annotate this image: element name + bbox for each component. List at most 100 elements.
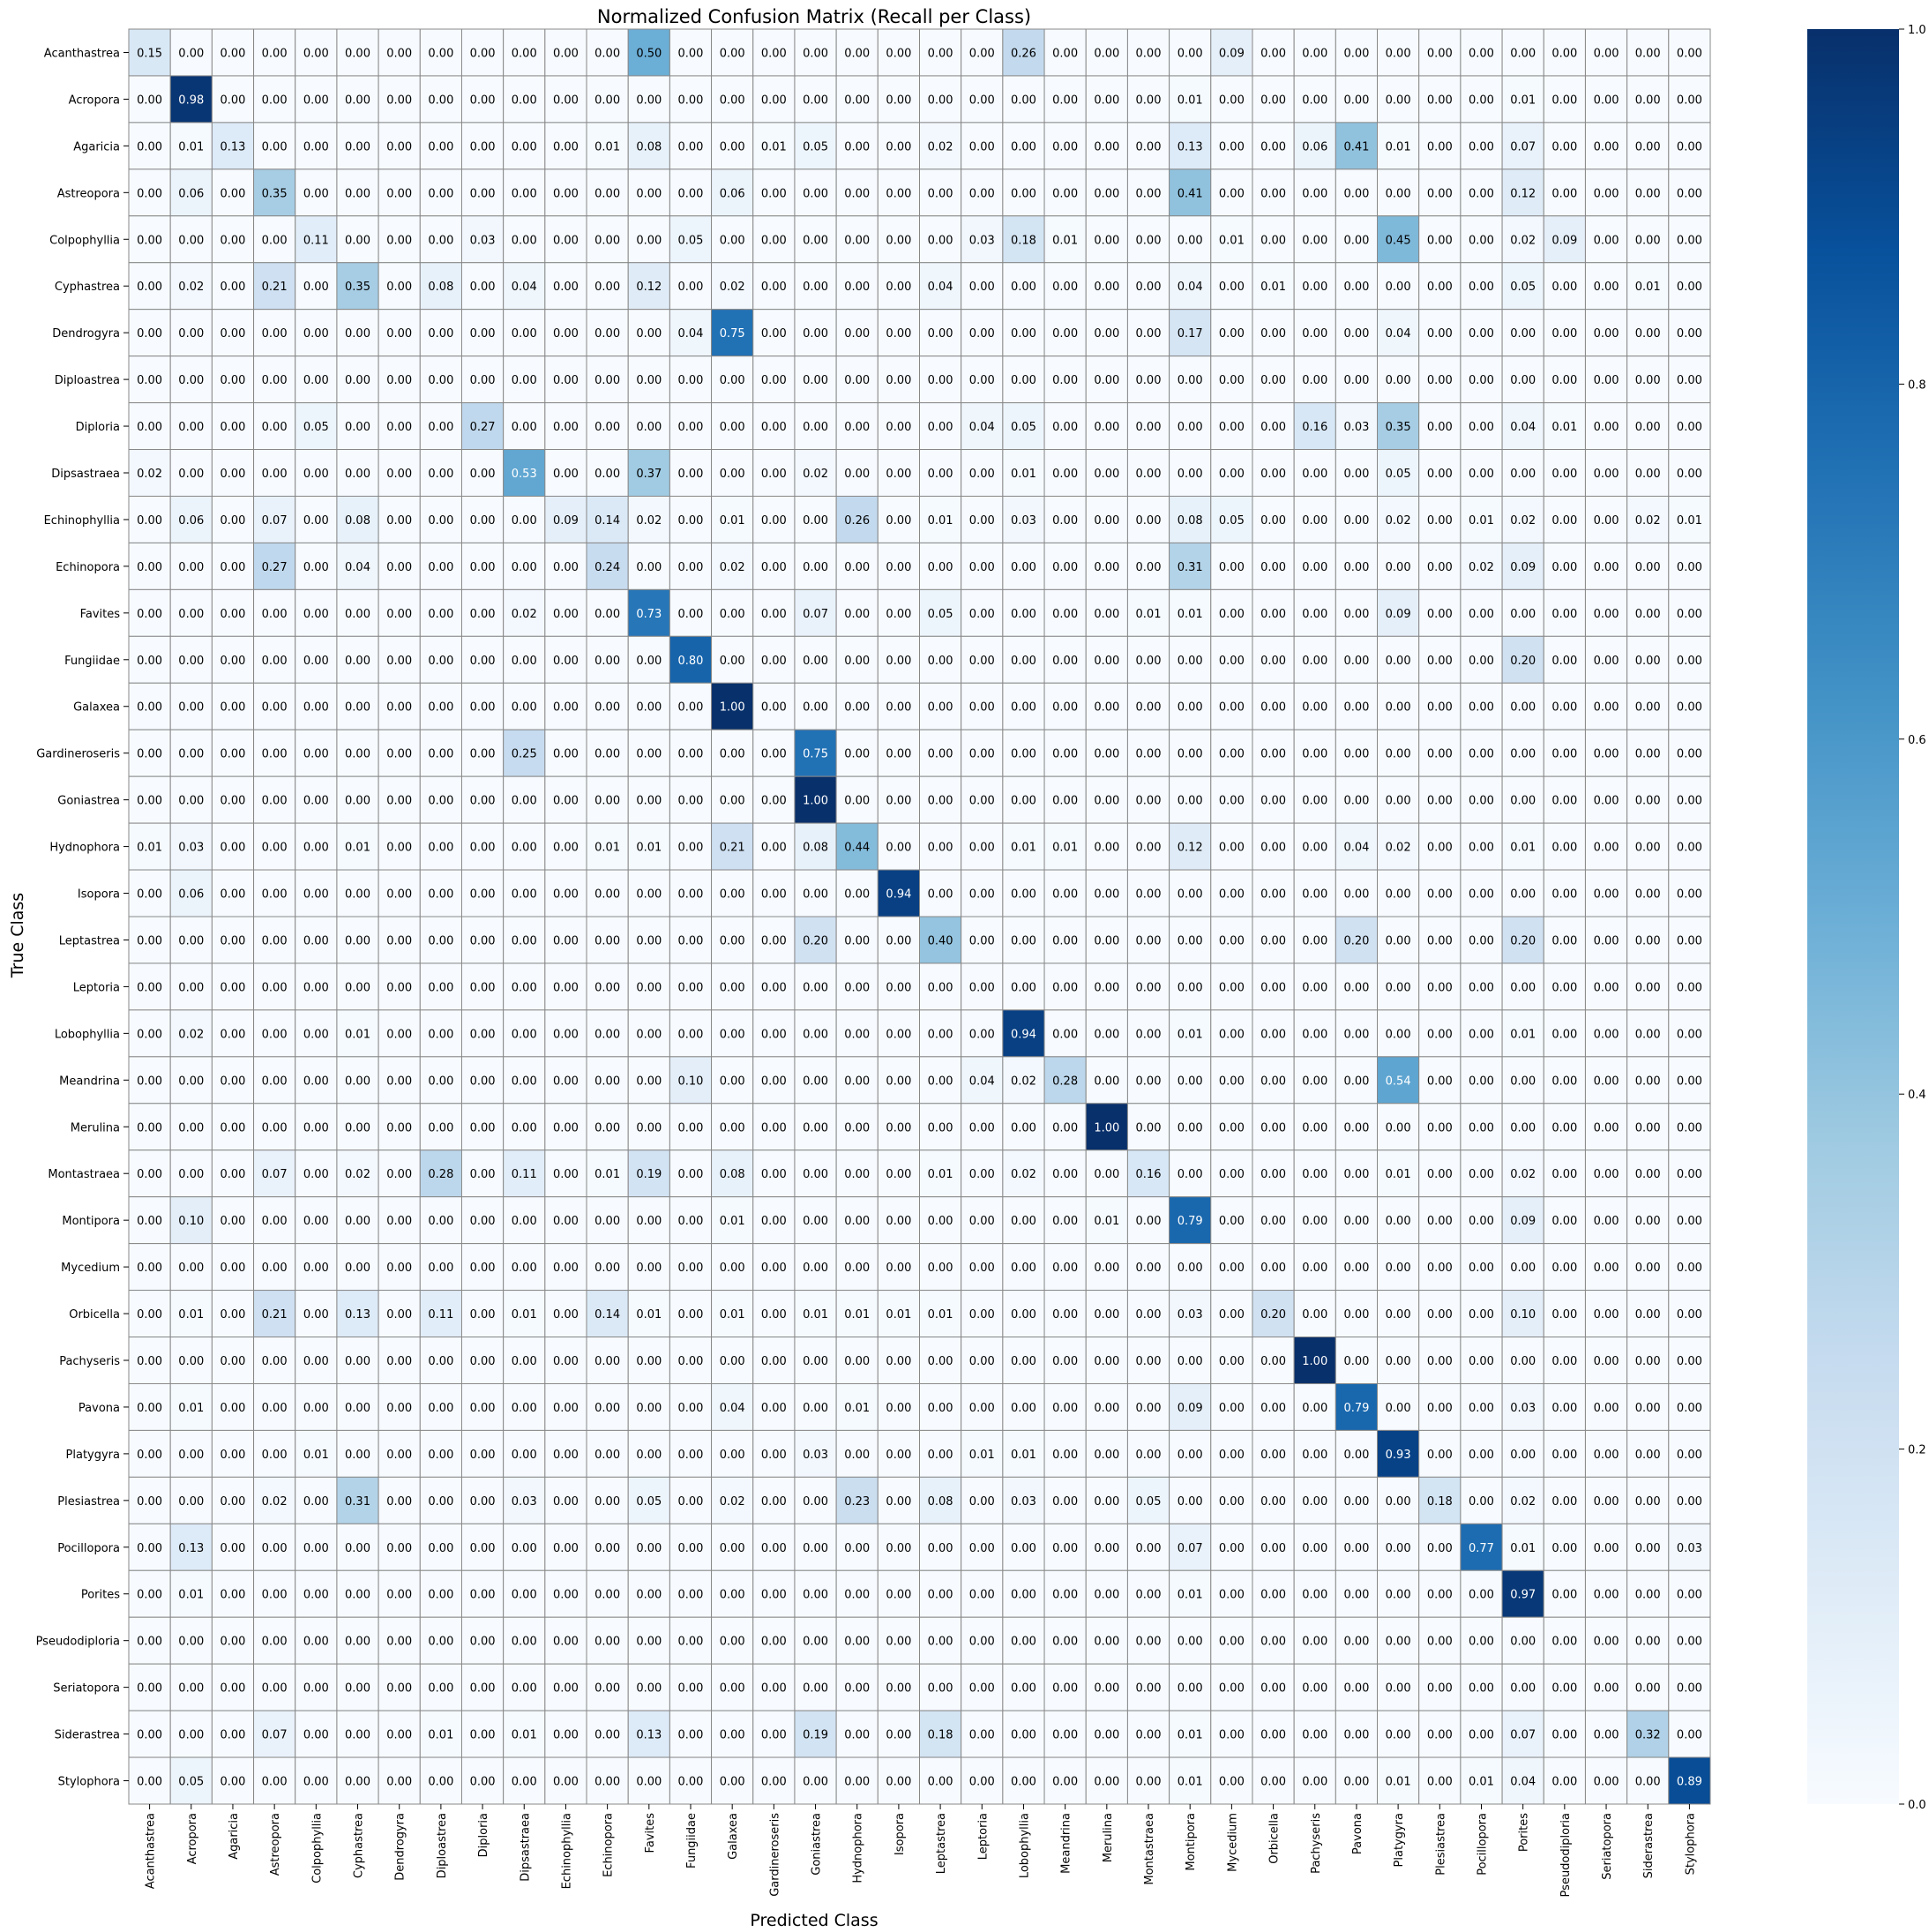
cell-value-label: 0.00 <box>1302 1262 1327 1275</box>
cell-value-label: 0.00 <box>1343 1776 1369 1789</box>
cell-value-label: 0.00 <box>1594 842 1619 855</box>
cell-value-label: 0.00 <box>720 1589 745 1602</box>
cell-value-label: 0.00 <box>761 1776 787 1789</box>
cell-value-label: 0.00 <box>1136 655 1162 668</box>
cell-value-label: 0.00 <box>928 795 953 808</box>
cell-value-label: 0.00 <box>636 1542 662 1555</box>
cell-value-label: 0.00 <box>1551 281 1577 294</box>
cell-value-label: 0.00 <box>678 140 704 154</box>
heatmap-cell <box>961 75 1004 124</box>
heatmap-cell <box>336 262 379 311</box>
cell-value-label: 0.00 <box>1260 1495 1286 1509</box>
y-tick-label: Acanthastrea <box>44 47 120 60</box>
heatmap-cell <box>711 356 754 404</box>
cell-value-label: 0.00 <box>1386 748 1411 761</box>
cell-value-label: 0.08 <box>428 281 453 294</box>
cell-value-label: 0.00 <box>1510 1449 1536 1462</box>
cell-value-label: 0.00 <box>1594 1636 1619 1649</box>
cell-value-label: 0.00 <box>761 327 787 341</box>
heatmap-cell <box>1252 729 1295 777</box>
x-tick-label: Fungiidae <box>685 1813 699 1868</box>
cell-value-label: 0.01 <box>1178 1028 1203 1041</box>
cell-value-label: 0.00 <box>1386 1215 1411 1228</box>
cell-value-label: 0.00 <box>1469 1495 1494 1509</box>
cell-value-label: 0.00 <box>1052 421 1078 434</box>
heatmap-cell <box>586 402 629 451</box>
cell-value-label: 0.00 <box>1594 1682 1619 1696</box>
heatmap-cell <box>1668 309 1711 357</box>
heatmap-cell <box>378 729 421 777</box>
cell-value-label: 0.00 <box>1094 655 1119 668</box>
cell-value-label: 0.01 <box>969 1449 995 1462</box>
cell-value-label: 0.00 <box>720 468 745 481</box>
heatmap-cell <box>1293 215 1336 264</box>
heatmap-cell <box>1584 168 1628 217</box>
heatmap-cell <box>1169 262 1212 311</box>
cell-value-label: 0.00 <box>803 1215 828 1228</box>
cell-value-label: 0.00 <box>220 1542 245 1555</box>
cell-value-label: 0.00 <box>1469 1682 1494 1696</box>
cell-value-label: 0.00 <box>1510 608 1536 621</box>
cell-value-label: 0.00 <box>1260 1075 1286 1088</box>
cell-value-label: 0.00 <box>470 187 496 200</box>
cell-value-label: 0.00 <box>386 281 412 294</box>
cell-value-label: 0.00 <box>386 421 412 434</box>
cell-value-label: 0.00 <box>1386 374 1411 387</box>
cell-value-label: 0.40 <box>928 934 953 947</box>
cell-value-label: 0.00 <box>678 1262 704 1275</box>
cell-value-label: 0.00 <box>303 701 329 715</box>
heatmap-cell <box>1002 729 1045 777</box>
cell-value-label: 0.00 <box>1094 140 1119 154</box>
cell-value-label: 0.00 <box>636 1215 662 1228</box>
y-tick-label: Favites <box>80 608 121 621</box>
cell-value-label: 0.00 <box>1677 47 1702 60</box>
heatmap-cell <box>1293 262 1336 311</box>
cell-value-label: 0.00 <box>428 1542 453 1555</box>
heatmap-cell <box>544 215 587 264</box>
cell-value-label: 0.00 <box>178 374 204 387</box>
cell-value-label: 0.00 <box>553 421 579 434</box>
cell-value-label: 0.94 <box>1011 1028 1036 1041</box>
cell-value-label: 0.00 <box>886 94 911 107</box>
cell-value-label: 0.00 <box>969 1495 995 1509</box>
cell-value-label: 0.00 <box>1343 748 1369 761</box>
cell-value-label: 0.20 <box>1510 934 1536 947</box>
heatmap-cell <box>295 542 338 590</box>
cell-value-label: 0.00 <box>678 701 704 715</box>
cell-value-label: 0.00 <box>720 1542 745 1555</box>
cell-value-label: 0.00 <box>1343 234 1369 247</box>
cell-value-label: 0.00 <box>553 140 579 154</box>
cell-value-label: 0.00 <box>1302 94 1327 107</box>
cell-value-label: 0.00 <box>1343 701 1369 715</box>
cell-value-label: 0.00 <box>1178 421 1203 434</box>
cell-value-label: 0.00 <box>178 561 204 574</box>
cell-value-label: 0.00 <box>969 1028 995 1041</box>
x-tick-label: Dipsastraea <box>519 1813 532 1882</box>
cell-value-label: 0.00 <box>553 1402 579 1415</box>
cell-value-label: 0.00 <box>720 234 745 247</box>
cell-value-label: 0.00 <box>553 1075 579 1088</box>
cell-value-label: 0.06 <box>1302 140 1327 154</box>
heatmap-cell <box>1626 588 1670 637</box>
heatmap-cell <box>1126 729 1170 777</box>
cell-value-label: 0.00 <box>1510 1075 1536 1088</box>
heatmap-cell <box>544 775 587 824</box>
y-tick-label: Montipora <box>62 1215 120 1228</box>
heatmap-cell <box>835 356 879 404</box>
heatmap-cell <box>794 729 837 777</box>
cell-value-label: 0.00 <box>1594 1495 1619 1509</box>
cell-value-label: 0.00 <box>1386 1121 1411 1134</box>
heatmap-cell <box>1377 262 1420 311</box>
cell-value-label: 0.00 <box>761 1075 787 1088</box>
cell-value-label: 0.00 <box>761 1168 787 1181</box>
cell-value-label: 0.00 <box>1136 981 1162 994</box>
cell-value-label: 0.00 <box>470 608 496 621</box>
heatmap-cell <box>752 635 796 684</box>
cell-value-label: 0.00 <box>594 1729 620 1742</box>
cell-value-label: 0.00 <box>428 1028 453 1041</box>
cell-value-label: 0.00 <box>512 1402 537 1415</box>
cell-value-label: 0.00 <box>428 561 453 574</box>
cell-value-label: 0.00 <box>470 327 496 341</box>
heatmap-cell <box>1543 75 1586 124</box>
heatmap-cell <box>253 215 296 264</box>
